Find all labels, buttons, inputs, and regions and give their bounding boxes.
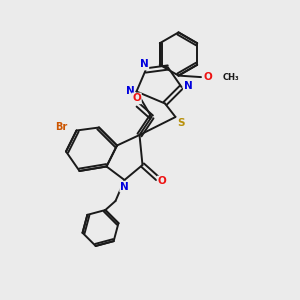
- Text: O: O: [158, 176, 166, 187]
- Text: O: O: [132, 93, 141, 103]
- Text: Br: Br: [55, 122, 67, 132]
- Text: CH₃: CH₃: [223, 73, 239, 82]
- Text: N: N: [120, 182, 129, 192]
- Text: O: O: [203, 72, 212, 82]
- Text: N: N: [125, 86, 134, 97]
- Text: N: N: [184, 80, 193, 91]
- Text: S: S: [177, 118, 184, 128]
- Text: N: N: [140, 59, 148, 70]
